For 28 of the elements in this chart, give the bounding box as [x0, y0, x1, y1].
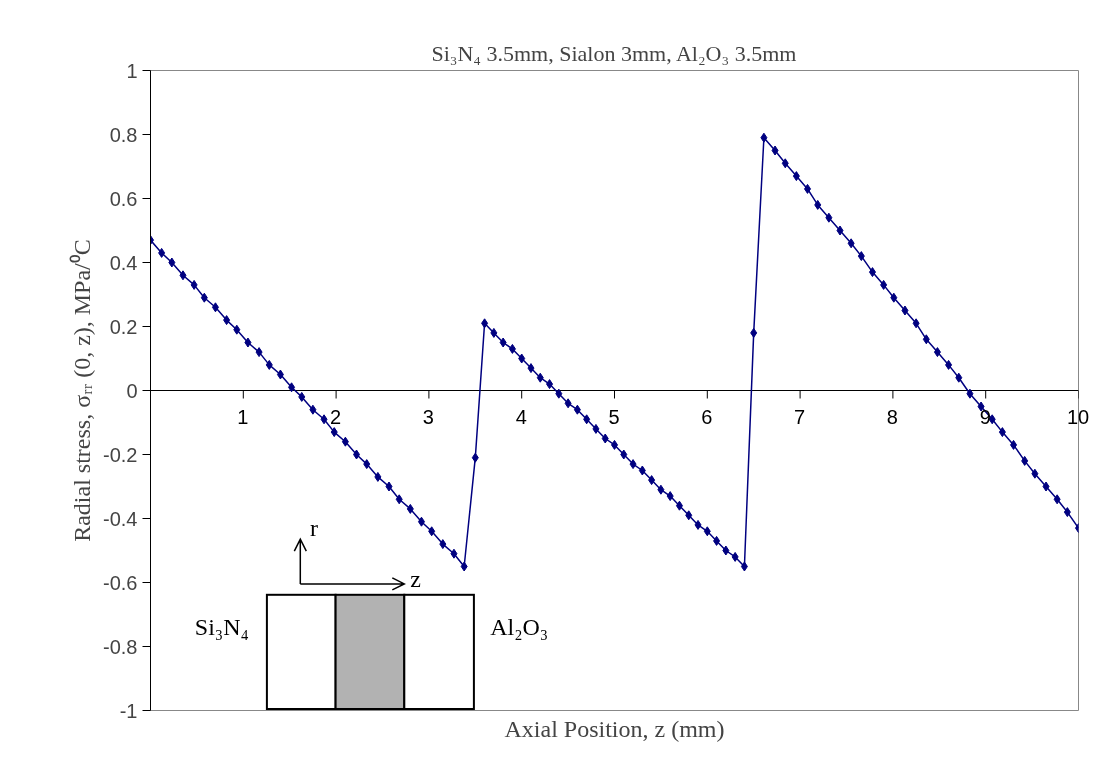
y-tick-label: -0.6: [103, 571, 138, 594]
x-tick-label: 7: [794, 405, 806, 428]
x-tick-label: 1: [237, 405, 249, 428]
y-tick-label: 0: [126, 379, 138, 402]
y-tick-label: 1: [126, 59, 138, 82]
x-tick-label: 3: [422, 405, 434, 428]
x-tick-label: 6: [701, 405, 713, 428]
y-tick-label: -0.8: [103, 635, 138, 658]
y-tick-label: 0.8: [109, 123, 138, 146]
y-axis-title: Radial stress, σᵣᵣ (0, z), MPa/⁰C: [69, 239, 96, 542]
chart-title: Si₃N₄ 3.5mm, Sialon 3mm, Al₂O₃ 3.5mm: [431, 40, 797, 66]
x-axis-title: Axial Position, z (mm): [504, 715, 725, 742]
y-tick-label: -0.2: [103, 443, 138, 466]
y-tick-label: -0.4: [103, 507, 138, 530]
y-tick-label: 0.4: [109, 251, 138, 274]
x-tick-label: 9: [979, 405, 991, 428]
annotation: Al₂O₃: [490, 614, 549, 641]
y-tick-label: 0.6: [109, 187, 138, 210]
x-tick-label: 5: [608, 405, 620, 428]
y-tick-label: 0.2: [109, 315, 138, 338]
y-tick-label: -1: [119, 699, 138, 722]
annotation: z: [410, 566, 421, 593]
annotation: r: [310, 515, 319, 542]
x-tick-label: 2: [330, 405, 342, 428]
x-tick-label: 8: [886, 405, 898, 428]
x-tick-label: 10: [1066, 405, 1090, 428]
x-tick-label: 4: [515, 405, 527, 428]
annotation: Si₃N₄: [194, 614, 249, 641]
